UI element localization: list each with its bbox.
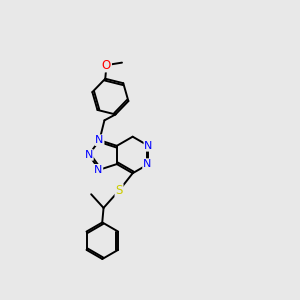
Text: N: N: [143, 159, 152, 169]
Text: N: N: [144, 141, 153, 151]
Text: N: N: [94, 165, 102, 175]
Text: O: O: [102, 58, 111, 72]
Text: S: S: [116, 184, 123, 197]
Text: N: N: [85, 150, 93, 160]
Text: N: N: [95, 135, 104, 145]
